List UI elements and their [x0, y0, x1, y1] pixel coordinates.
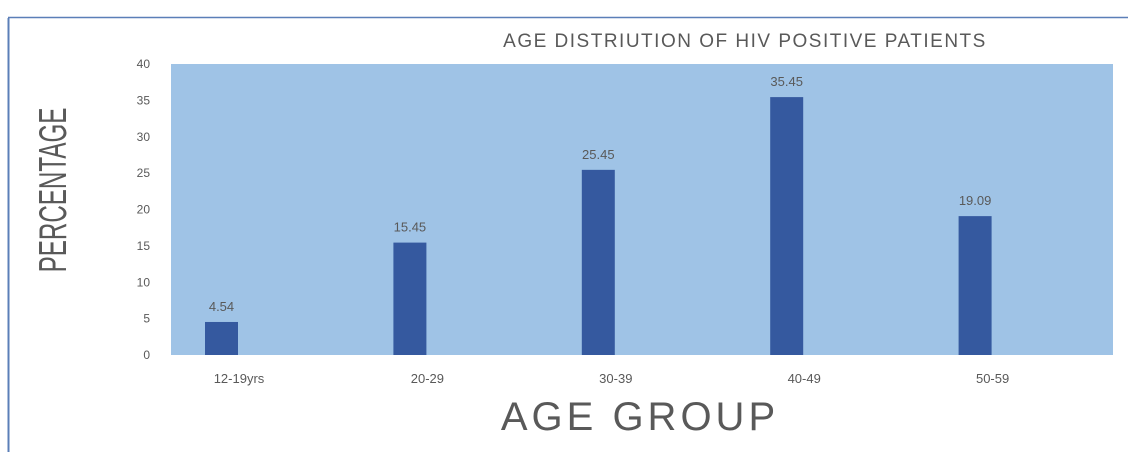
bar-50-59 [958, 216, 992, 355]
data-label: 25.45 [582, 147, 615, 162]
x-tick-label: 50-59 [976, 371, 1009, 386]
bar-30-39 [581, 169, 615, 355]
data-labels: 4.54 15.45 25.45 35.45 19.09 [209, 74, 992, 314]
x-axis-label: AGE GROUP [501, 395, 779, 439]
bar-40-49 [770, 97, 804, 355]
y-tick-label: 40 [137, 57, 151, 71]
y-tick-label: 25 [137, 166, 151, 180]
x-tick-labels: 12-19yrs 20-29 30-39 40-49 50-59 [214, 371, 1010, 386]
y-tick-label: 5 [143, 312, 150, 326]
bars [205, 97, 992, 355]
plot-area [171, 64, 1113, 355]
x-tick-label: 20-29 [411, 371, 444, 386]
x-tick-label: 30-39 [599, 371, 632, 386]
y-tick-label: 10 [137, 275, 151, 289]
bar-12-19yrs [205, 321, 238, 355]
y-tick-label: 15 [137, 239, 151, 253]
y-tick-label: 20 [137, 203, 151, 217]
bar-20-29 [393, 242, 427, 355]
x-tick-label: 12-19yrs [214, 371, 265, 386]
data-label: 19.09 [959, 193, 992, 208]
chart-title: AGE DISTRIUTION OF HIV POSITIVE PATIENTS [503, 31, 987, 52]
y-tick-label: 0 [143, 348, 150, 362]
data-label: 4.54 [209, 299, 234, 314]
y-tick-labels: 0 5 10 15 20 25 30 35 40 [137, 57, 151, 362]
y-axis-label: PERCENTAGE [31, 108, 74, 273]
y-tick-label: 35 [137, 93, 151, 107]
x-tick-label: 40-49 [788, 371, 821, 386]
y-tick-label: 30 [137, 130, 151, 144]
data-label: 35.45 [770, 74, 803, 89]
data-label: 15.45 [394, 220, 427, 235]
